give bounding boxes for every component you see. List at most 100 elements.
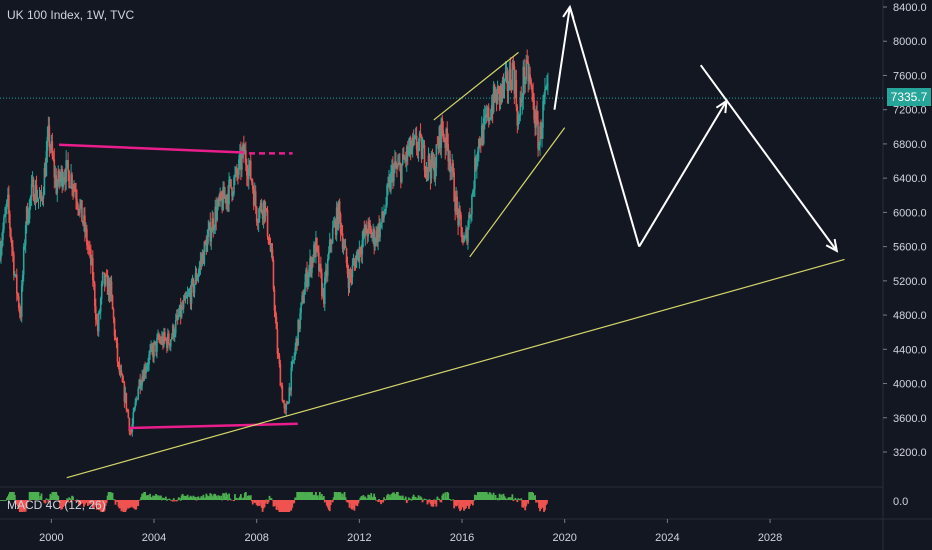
candle-body bbox=[106, 275, 109, 295]
candle-body bbox=[5, 208, 7, 214]
macd-bar bbox=[108, 492, 111, 500]
candle-body bbox=[443, 138, 446, 141]
indicator-label: MACD 4C (12, 26) bbox=[7, 498, 106, 512]
macd-bar bbox=[46, 499, 49, 500]
candle-body bbox=[451, 163, 453, 171]
macd-bar bbox=[283, 500, 286, 512]
candle-body bbox=[64, 176, 66, 183]
candle-body bbox=[120, 370, 123, 375]
macd-bar bbox=[280, 500, 283, 512]
macd-bar bbox=[121, 500, 124, 510]
macd-bar bbox=[154, 495, 156, 500]
candle-body bbox=[428, 155, 431, 168]
macd-bar bbox=[149, 493, 151, 500]
x-tick-label: 2012 bbox=[347, 532, 371, 544]
candle-body bbox=[446, 128, 449, 145]
candle-body bbox=[160, 340, 162, 343]
candle-body bbox=[270, 249, 273, 252]
candle-body bbox=[3, 216, 5, 230]
candle-body bbox=[278, 355, 281, 364]
macd-bar bbox=[162, 498, 165, 500]
macd-bar bbox=[64, 500, 67, 506]
macd-bar bbox=[61, 500, 64, 510]
macd-bar bbox=[450, 499, 453, 501]
candle-body bbox=[239, 152, 241, 160]
macd-bar bbox=[415, 498, 418, 500]
candle-body bbox=[63, 176, 65, 181]
candle-body bbox=[532, 92, 534, 101]
candle-body bbox=[100, 283, 103, 299]
candle-body bbox=[126, 409, 129, 411]
macd-bar bbox=[95, 500, 98, 510]
macd-bar bbox=[11, 492, 14, 500]
macd-bar bbox=[148, 496, 150, 500]
macd-bar bbox=[260, 500, 263, 508]
macd-bar bbox=[214, 494, 217, 500]
y-tick-label: 5600.0 bbox=[893, 242, 927, 254]
macd-bar bbox=[22, 500, 25, 512]
macd-bar bbox=[228, 493, 230, 500]
macd-bar bbox=[402, 498, 405, 500]
y-tick-label: 6000.0 bbox=[893, 207, 927, 219]
macd-bar bbox=[517, 498, 520, 500]
macd-bar bbox=[488, 492, 491, 500]
candle-body bbox=[37, 198, 40, 200]
macd-bar bbox=[65, 500, 68, 504]
candle-body bbox=[464, 237, 466, 240]
candle-body bbox=[275, 316, 278, 330]
candle-body bbox=[305, 269, 307, 283]
candle-body bbox=[227, 195, 229, 205]
candle-body bbox=[499, 86, 502, 101]
candle-body bbox=[43, 168, 46, 195]
macd-bar bbox=[484, 492, 487, 500]
candle-body bbox=[514, 80, 517, 94]
candle-body bbox=[62, 180, 64, 188]
candle-body bbox=[209, 222, 212, 242]
macd-bar bbox=[476, 492, 479, 500]
x-tick-label: 2008 bbox=[244, 532, 268, 544]
candle-body bbox=[95, 319, 98, 321]
candle-body bbox=[107, 280, 110, 295]
candle-body bbox=[529, 74, 531, 80]
candle-body bbox=[458, 209, 460, 226]
macd-bar bbox=[282, 500, 285, 512]
macd-bar bbox=[311, 492, 313, 500]
candle-body bbox=[8, 194, 10, 214]
macd-bar bbox=[301, 492, 303, 500]
candle-body bbox=[140, 385, 142, 389]
candle-body bbox=[541, 127, 543, 139]
macd-bar bbox=[501, 497, 504, 500]
macd-bar bbox=[102, 500, 105, 512]
candle-body bbox=[323, 288, 325, 304]
candle-body bbox=[220, 192, 222, 199]
macd-bar bbox=[523, 500, 526, 507]
candle-body bbox=[123, 382, 126, 402]
macd-bar bbox=[443, 499, 446, 500]
candle-body bbox=[447, 144, 450, 162]
candle-body bbox=[372, 228, 374, 236]
macd-bar bbox=[15, 500, 18, 505]
macd-bar bbox=[10, 492, 13, 500]
candle-body bbox=[214, 206, 217, 228]
candle-body bbox=[184, 295, 187, 299]
candle-body bbox=[338, 201, 341, 215]
candle-body bbox=[153, 343, 155, 358]
macd-bar bbox=[442, 493, 445, 500]
macd-bar bbox=[426, 500, 429, 505]
candle-body bbox=[47, 125, 50, 137]
candle-body bbox=[271, 249, 274, 261]
candle-body bbox=[456, 196, 458, 210]
macd-bar bbox=[361, 496, 364, 500]
macd-bar bbox=[372, 496, 375, 500]
candle-body bbox=[86, 228, 88, 246]
macd-bar bbox=[44, 500, 47, 504]
macd-bar bbox=[244, 492, 247, 500]
macd-bar bbox=[198, 499, 201, 500]
macd-bar bbox=[508, 497, 511, 500]
candle-body bbox=[295, 338, 297, 348]
candle-body bbox=[542, 101, 544, 128]
candle-body bbox=[522, 66, 525, 100]
candle-body bbox=[393, 166, 395, 182]
candle-body bbox=[479, 144, 482, 146]
macd-bar bbox=[313, 495, 315, 500]
